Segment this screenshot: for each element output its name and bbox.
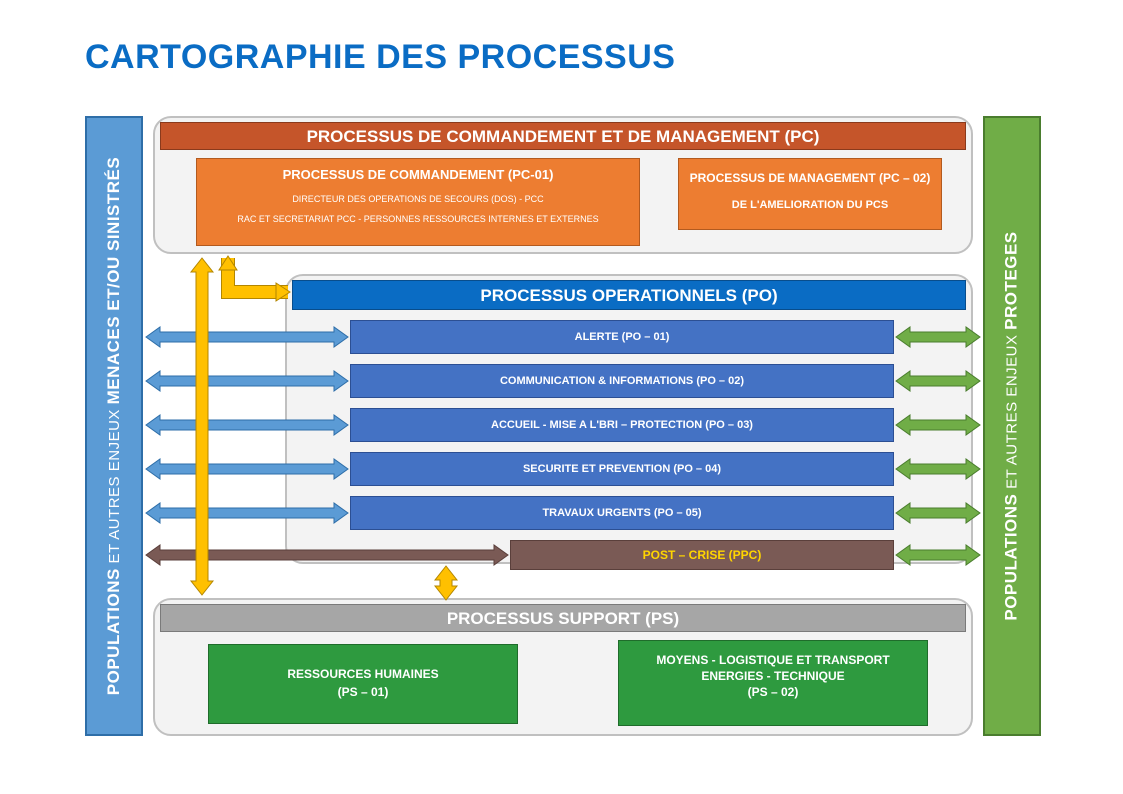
pc-box-0-title: PROCESSUS DE COMMANDEMENT (PC-01) xyxy=(197,167,639,182)
pc-header: PROCESSUS DE COMMANDEMENT ET DE MANAGEME… xyxy=(160,122,966,150)
pc-box-0-line-0: DIRECTEUR DES OPERATIONS DE SECOURS (DOS… xyxy=(197,194,639,204)
ps-box-1-line-0: MOYENS - LOGISTIQUE ET TRANSPORT xyxy=(619,653,927,667)
po-header: PROCESSUS OPERATIONNELS (PO) xyxy=(292,280,966,310)
pc-box-1-line-0: DE L'AMELIORATION DU PCS xyxy=(679,199,941,211)
ppc-box: POST – CRISE (PPC) xyxy=(510,540,894,570)
pillar-right-text: POPULATIONS ET AUTRES ENJEUX PROTEGES xyxy=(1002,231,1022,620)
po-item-communication: COMMUNICATION & INFORMATIONS (PO – 02) xyxy=(350,364,894,398)
ps-box-moyens: MOYENS - LOGISTIQUE ET TRANSPORT ENERGIE… xyxy=(618,640,928,726)
po-item-securite: SECURITE ET PREVENTION (PO – 04) xyxy=(350,452,894,486)
ps-box-1-line-1: ENERGIES - TECHNIQUE xyxy=(619,669,927,683)
po-item-accueil: ACCUEIL - MISE A L'BRI – PROTECTION (PO … xyxy=(350,408,894,442)
po-item-alerte: ALERTE (PO – 01) xyxy=(350,320,894,354)
pillar-left: POPULATIONS ET AUTRES ENJEUX MENACES ET/… xyxy=(85,116,143,736)
pc-box-management: PROCESSUS DE MANAGEMENT (PC – 02) DE L'A… xyxy=(678,158,942,230)
pc-box-commandement: PROCESSUS DE COMMANDEMENT (PC-01) DIRECT… xyxy=(196,158,640,246)
pc-box-1-title: PROCESSUS DE MANAGEMENT (PC – 02) xyxy=(679,171,941,185)
po-item-travaux: TRAVAUX URGENTS (PO – 05) xyxy=(350,496,894,530)
page-title: CARTOGRAPHIE DES PROCESSUS xyxy=(85,38,675,77)
ps-box-rh: RESSOURCES HUMAINES (PS – 01) xyxy=(208,644,518,724)
pillar-left-text: POPULATIONS ET AUTRES ENJEUX MENACES ET/… xyxy=(104,157,124,695)
ps-header: PROCESSUS SUPPORT (PS) xyxy=(160,604,966,632)
pc-box-0-line-1: RAC ET SECRETARIAT PCC - PERSONNES RESSO… xyxy=(197,214,639,224)
ps-box-0-line-0: RESSOURCES HUMAINES xyxy=(209,667,517,681)
ps-box-0-line-1: (PS – 01) xyxy=(209,685,517,699)
pillar-right: POPULATIONS ET AUTRES ENJEUX PROTEGES xyxy=(983,116,1041,736)
ps-box-1-line-2: (PS – 02) xyxy=(619,685,927,699)
